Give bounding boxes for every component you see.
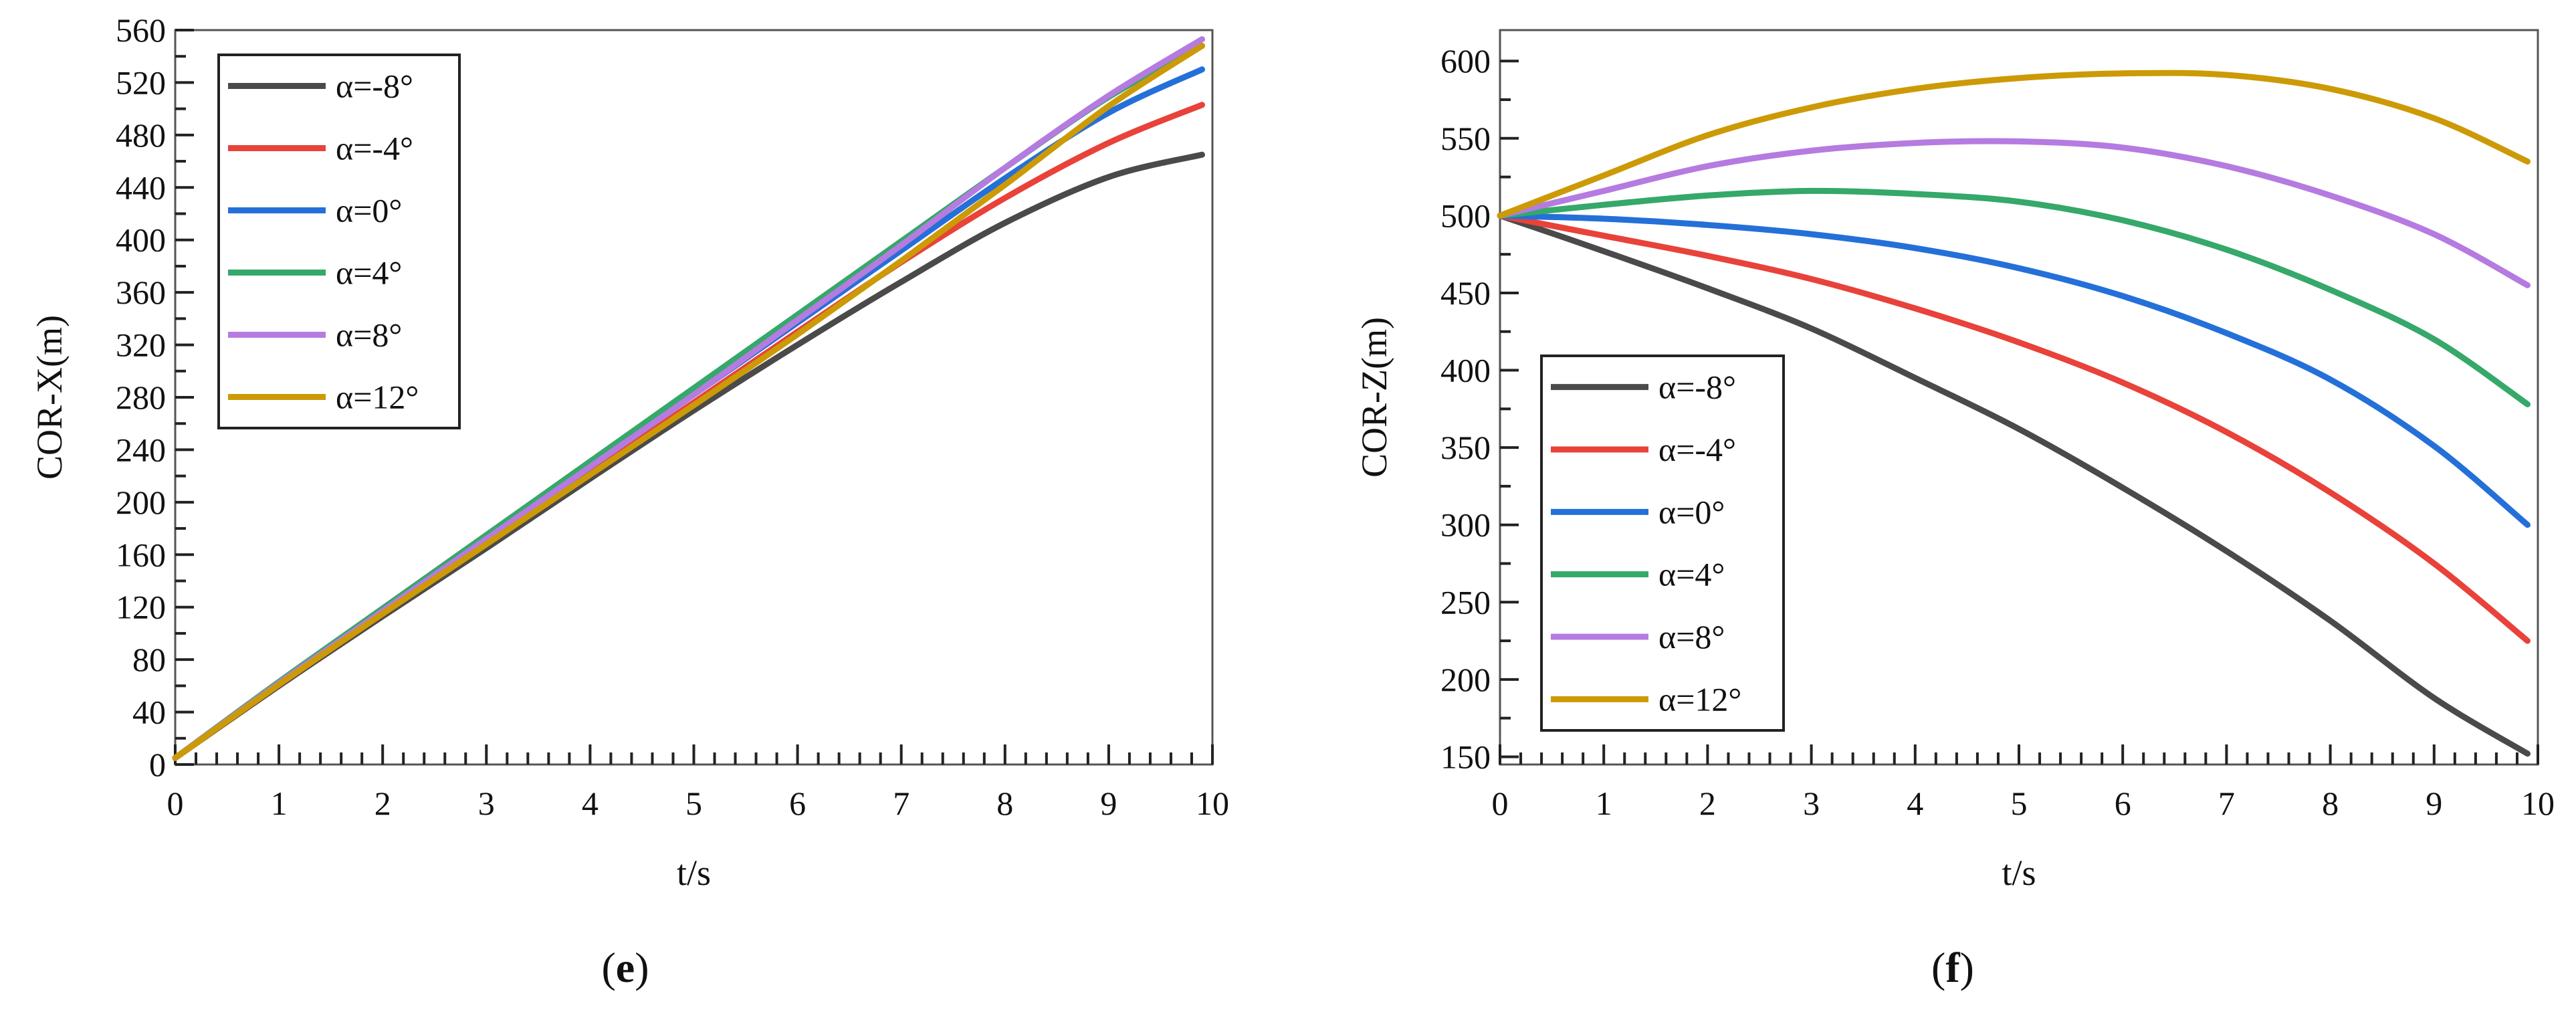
y-tick-label: 520	[116, 64, 166, 101]
x-tick-label: 6	[789, 785, 806, 822]
legend-box	[217, 54, 461, 429]
x-tick-label: 2	[374, 785, 391, 822]
x-tick-label: 5	[2011, 785, 2028, 822]
legend-label: α=4°	[336, 254, 402, 292]
y-tick-label: 80	[132, 641, 166, 678]
x-axis-title: t/s	[2002, 853, 2036, 893]
x-tick-label: 0	[167, 785, 184, 822]
y-tick-label: 0	[149, 746, 166, 783]
series-line-3	[1497, 187, 2531, 407]
legend-label: α=4°	[1658, 556, 1725, 593]
x-tick-label: 8	[996, 785, 1013, 822]
series-line-5	[172, 43, 1205, 761]
panel-label: (f)	[1931, 944, 1974, 991]
y-tick-label: 240	[116, 431, 166, 468]
x-tick-label: 2	[1699, 785, 1716, 822]
y-tick-label: 600	[1440, 42, 1491, 80]
y-tick-label: 280	[116, 379, 166, 416]
y-tick-label: 360	[116, 274, 166, 311]
x-tick-label: 4	[582, 785, 599, 822]
y-tick-label: 560	[116, 11, 166, 49]
y-tick-label: 160	[116, 536, 166, 573]
x-tick-label: 9	[2426, 785, 2442, 822]
y-tick-label: 200	[116, 484, 166, 521]
y-tick-label: 500	[1440, 197, 1491, 234]
x-tick-label: 8	[2322, 785, 2339, 822]
legend-label: α=-8°	[1658, 369, 1736, 406]
legend-label: α=0°	[1658, 493, 1725, 530]
y-tick-label: 400	[116, 221, 166, 259]
x-tick-label: 9	[1100, 785, 1117, 822]
legend: α=-8° α=-4° α=0° α=4° α=8° α=12°	[217, 54, 461, 429]
x-axis-title: t/s	[677, 853, 711, 893]
y-tick-label: 320	[116, 326, 166, 364]
x-tick-label: 4	[1907, 785, 1923, 822]
legend-label: α=8°	[336, 316, 402, 354]
y-tick-label: 480	[116, 116, 166, 154]
y-tick-label: 150	[1440, 738, 1491, 775]
x-tick-label: 7	[893, 785, 909, 822]
series-line-1	[1497, 212, 2531, 644]
y-tick-label: 350	[1440, 429, 1491, 466]
legend-box	[1540, 354, 1785, 732]
y-tick-label: 300	[1440, 506, 1491, 544]
x-tick-label: 1	[1596, 785, 1612, 822]
x-tick-label: 3	[1803, 785, 1820, 822]
x-tick-label: 0	[1492, 785, 1509, 822]
y-tick-label: 400	[1440, 352, 1491, 389]
x-tick-label: 10	[2521, 785, 2555, 822]
series-line-4	[1497, 138, 2531, 288]
y-tick-label: 40	[132, 694, 166, 731]
chart-panel-e: 0 1 2 3 4 5 6 7 8 9 10 0 40 80 120 160 200 240 280 320 360 40…	[29, 11, 1229, 991]
series-line-0	[1497, 212, 2531, 757]
legend-label: α=8°	[1658, 618, 1725, 655]
y-tick-label: 450	[1440, 274, 1491, 312]
series-line-5	[1497, 70, 2531, 219]
x-tick-label: 5	[685, 785, 702, 822]
panel-label: (e)	[601, 944, 649, 991]
legend-label: α=-4°	[1658, 431, 1736, 468]
y-tick-label: 440	[116, 169, 166, 206]
x-tick-label: 7	[2218, 785, 2235, 822]
legend-label: α=12°	[1658, 680, 1741, 718]
x-tick-label: 1	[271, 785, 288, 822]
legend-label: α=-8°	[336, 68, 413, 105]
y-tick-label: 200	[1440, 661, 1491, 698]
y-tick-label: 250	[1440, 583, 1491, 621]
x-tick-label: 6	[2115, 785, 2131, 822]
legend-label: α=12°	[336, 379, 419, 416]
x-tick-label: 10	[1196, 785, 1229, 822]
y-axis-title: COR-Z(m)	[1354, 317, 1394, 478]
legend: α=-8° α=-4° α=0° α=4° α=8° α=12°	[1540, 354, 1785, 732]
chart-panel-f: 0 1 2 3 4 5 6 7 8 9 10 150 200 250 300 350 400 450 500 550 6…	[1354, 29, 2555, 991]
y-tick-label: 550	[1440, 120, 1491, 157]
legend-label: α=-4°	[336, 130, 413, 167]
series-line-2	[1497, 212, 2531, 528]
y-tick-label: 120	[116, 589, 166, 626]
x-tick-label: 3	[478, 785, 495, 822]
y-axis-title: COR-X(m)	[29, 315, 70, 480]
legend-label: α=0°	[336, 192, 402, 229]
